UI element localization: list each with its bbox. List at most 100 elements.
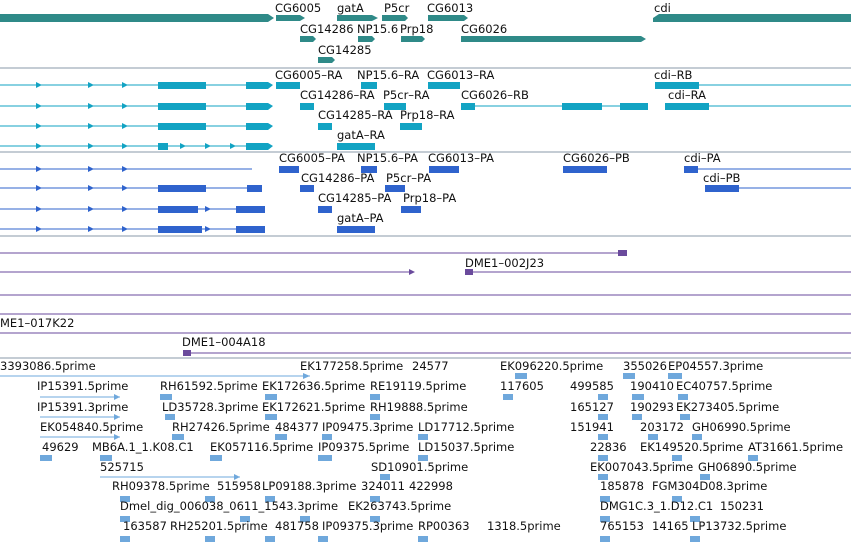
transcript-exon[interactable]	[158, 82, 206, 89]
gene-glyph[interactable]	[318, 57, 335, 63]
transcript-exon[interactable]	[246, 103, 273, 110]
protein-exon[interactable]	[236, 226, 265, 233]
transcript-exon[interactable]	[400, 123, 422, 130]
transcript-exon[interactable]	[655, 82, 699, 89]
est-feature[interactable]	[380, 474, 390, 480]
est-feature[interactable]	[623, 373, 635, 379]
est-feature[interactable]	[160, 394, 172, 400]
protein-exon[interactable]	[236, 206, 265, 213]
transcript-exon[interactable]	[300, 103, 314, 110]
transcript-exon[interactable]	[562, 103, 602, 110]
est-feature[interactable]	[632, 414, 642, 420]
gene-glyph[interactable]	[461, 36, 646, 42]
transcript-exon[interactable]	[158, 123, 206, 130]
est-feature[interactable]	[598, 474, 608, 480]
protein-exon[interactable]	[337, 226, 375, 233]
est-feature[interactable]	[632, 394, 644, 400]
est-feature[interactable]	[370, 394, 380, 400]
gene-glyph[interactable]	[300, 36, 316, 42]
est-feature[interactable]	[120, 516, 130, 522]
gene-glyph[interactable]	[382, 15, 408, 21]
transcript-exon[interactable]	[384, 103, 406, 110]
est-feature[interactable]	[418, 434, 428, 440]
est-feature[interactable]	[265, 394, 277, 400]
est-feature[interactable]	[600, 516, 610, 522]
est-feature[interactable]	[598, 414, 608, 420]
est-feature[interactable]	[598, 434, 608, 440]
est-feature[interactable]	[172, 434, 184, 440]
transcript-exon[interactable]	[158, 143, 168, 150]
transcript-exon[interactable]	[665, 103, 709, 110]
est-feature[interactable]	[418, 536, 428, 542]
est-feature[interactable]	[515, 373, 527, 379]
protein-exon[interactable]	[684, 166, 698, 173]
est-feature[interactable]	[598, 455, 608, 461]
protein-exon[interactable]	[401, 206, 421, 213]
protein-exon[interactable]	[158, 185, 206, 192]
est-feature[interactable]	[300, 516, 310, 522]
est-feature[interactable]	[418, 455, 428, 461]
transcript-exon[interactable]	[361, 82, 377, 89]
est-feature[interactable]	[598, 394, 608, 400]
gene-glyph[interactable]	[276, 15, 305, 21]
est-feature[interactable]	[748, 455, 758, 461]
est-feature[interactable]	[370, 516, 380, 522]
transcript-exon[interactable]	[246, 123, 273, 130]
est-feature[interactable]	[318, 536, 328, 542]
est-feature[interactable]	[668, 373, 682, 379]
est-feature[interactable]	[600, 536, 610, 542]
gene-glyph[interactable]	[401, 36, 425, 42]
gene-glyph[interactable]	[653, 14, 851, 22]
est-feature[interactable]	[210, 455, 222, 461]
transcript-exon[interactable]	[158, 103, 206, 110]
est-feature[interactable]	[100, 455, 112, 461]
est-feature[interactable]	[678, 394, 688, 400]
est-feature[interactable]	[165, 414, 175, 420]
est-feature[interactable]	[205, 496, 215, 502]
transcript-exon[interactable]	[276, 82, 300, 89]
protein-exon[interactable]	[279, 166, 299, 173]
est-feature[interactable]	[205, 536, 215, 542]
transcript-exon[interactable]	[318, 123, 332, 130]
protein-exon[interactable]	[158, 206, 198, 213]
transcript-exon[interactable]	[461, 103, 475, 110]
est-feature[interactable]	[680, 414, 690, 420]
transcript-exon[interactable]	[428, 82, 460, 89]
protein-exon[interactable]	[429, 166, 459, 173]
protein-exon[interactable]	[158, 226, 202, 233]
protein-exon[interactable]	[563, 166, 607, 173]
protein-exon[interactable]	[247, 185, 262, 192]
est-feature[interactable]	[240, 516, 250, 522]
transcript-exon[interactable]	[246, 143, 273, 150]
protein-exon[interactable]	[318, 206, 332, 213]
est-feature[interactable]	[265, 414, 277, 420]
est-feature[interactable]	[40, 455, 52, 461]
gene-glyph[interactable]	[337, 15, 378, 21]
est-feature[interactable]	[690, 536, 700, 542]
est-feature[interactable]	[120, 496, 130, 502]
est-feature[interactable]	[672, 455, 682, 461]
est-feature[interactable]	[648, 434, 658, 440]
protein-exon[interactable]	[361, 166, 377, 173]
est-feature[interactable]	[318, 455, 332, 461]
gene-glyph[interactable]	[428, 15, 468, 21]
est-feature[interactable]	[700, 474, 710, 480]
est-feature[interactable]	[370, 496, 380, 502]
est-feature[interactable]	[503, 394, 513, 400]
est-feature[interactable]	[322, 434, 332, 440]
est-feature[interactable]	[690, 516, 700, 522]
transcript-exon[interactable]	[246, 82, 273, 89]
protein-exon[interactable]	[385, 185, 405, 192]
protein-exon[interactable]	[705, 185, 739, 192]
gene-glyph[interactable]	[0, 14, 274, 22]
transcript-exon[interactable]	[620, 103, 648, 110]
transcript-exon[interactable]	[337, 143, 375, 150]
est-feature[interactable]	[265, 496, 275, 502]
gene-glyph[interactable]	[358, 36, 375, 42]
est-feature[interactable]	[692, 434, 702, 440]
est-feature[interactable]	[370, 414, 380, 420]
protein-exon[interactable]	[300, 185, 314, 192]
est-feature[interactable]	[265, 536, 275, 542]
est-feature[interactable]	[120, 536, 130, 542]
est-feature[interactable]	[672, 496, 682, 502]
